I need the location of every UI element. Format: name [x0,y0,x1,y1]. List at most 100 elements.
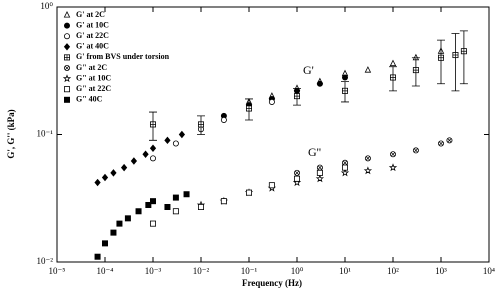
y-tick-label: 10⁰ [40,1,53,11]
marker [142,150,149,158]
marker-shape [342,160,348,165]
marker [245,105,252,112]
legend-marker [64,33,71,40]
marker-shape [316,169,323,176]
legend-marker [64,65,71,72]
marker-shape [116,220,123,227]
marker [172,140,179,147]
marker-shape [94,178,101,187]
marker [197,204,204,211]
marker [341,74,348,81]
legend-label: G' from BVS under torsion [76,52,170,61]
marker-shape [172,140,179,147]
marker [341,164,348,171]
marker [452,52,459,59]
x-tick-label: 10³ [435,266,447,276]
x-tick-label: 10⁻¹ [241,266,258,276]
marker-shape [245,189,252,196]
legend-label: G' at 22C [76,31,109,40]
legend-marker [63,11,71,18]
marker-shape [390,152,396,157]
marker-shape [388,163,398,172]
error-bar [451,33,460,92]
marker-shape [461,48,467,54]
marker [124,215,131,222]
marker-shape [101,173,109,182]
annotation: G'' [308,145,321,159]
marker-shape [198,121,204,128]
marker-shape [149,155,156,162]
marker [145,201,152,208]
marker-shape [316,80,323,87]
marker [164,204,171,211]
marker-shape [452,52,459,58]
marker-shape [149,198,156,205]
marker [364,155,371,162]
marker [293,175,300,182]
x-tick-label: 10⁻⁴ [97,266,114,276]
marker-shape [64,33,71,40]
marker [220,116,227,123]
marker [172,208,179,215]
marker-shape [413,67,419,73]
marker-shape [124,215,131,222]
legend-marker [62,74,72,83]
marker-shape [341,74,348,81]
marker [149,198,156,205]
marker [340,168,350,177]
marker-shape [268,182,275,189]
marker-shape [197,204,204,211]
marker-shape [110,169,117,177]
marker-shape [438,55,444,61]
marker-shape [315,174,325,183]
marker-shape [63,43,71,51]
x-tick-label: 10⁻³ [145,266,162,276]
marker [172,194,179,201]
marker [110,229,117,236]
marker [437,140,444,147]
legend-label: G" 40C [76,95,103,104]
marker-shape [294,93,300,99]
marker [412,67,419,74]
marker [364,66,372,73]
marker [315,174,325,183]
marker [94,253,101,260]
marker-shape [390,74,396,81]
marker [460,48,467,55]
x-tick-label: 10⁰ [291,266,304,276]
marker [363,166,373,175]
marker-shape [342,88,348,94]
x-tick-label: 10⁴ [483,266,495,276]
marker [268,98,275,105]
marker [183,191,190,198]
marker [437,54,444,61]
marker-shape [102,240,109,247]
marker [245,189,252,196]
annotation: G' [303,63,314,77]
marker-shape [317,165,322,170]
marker [197,121,204,128]
marker [293,93,300,100]
marker [116,220,123,227]
marker-shape [183,191,190,198]
legend-label: G" at 2C [76,63,107,72]
marker [388,163,398,172]
marker [220,198,227,205]
marker [178,130,186,139]
marker-shape [164,204,171,211]
marker [149,121,156,128]
marker-shape [63,11,71,18]
marker-shape [64,96,71,103]
marker [293,169,300,176]
marker [102,240,109,247]
marker [149,220,156,227]
marker-shape [268,98,275,105]
marker-shape [363,166,373,175]
marker [110,169,117,177]
marker [316,80,323,87]
legend-label: G" at 10C [76,73,111,82]
marker-shape [64,22,71,29]
x-tick-label: 10² [387,266,399,276]
legend-marker [64,96,71,103]
